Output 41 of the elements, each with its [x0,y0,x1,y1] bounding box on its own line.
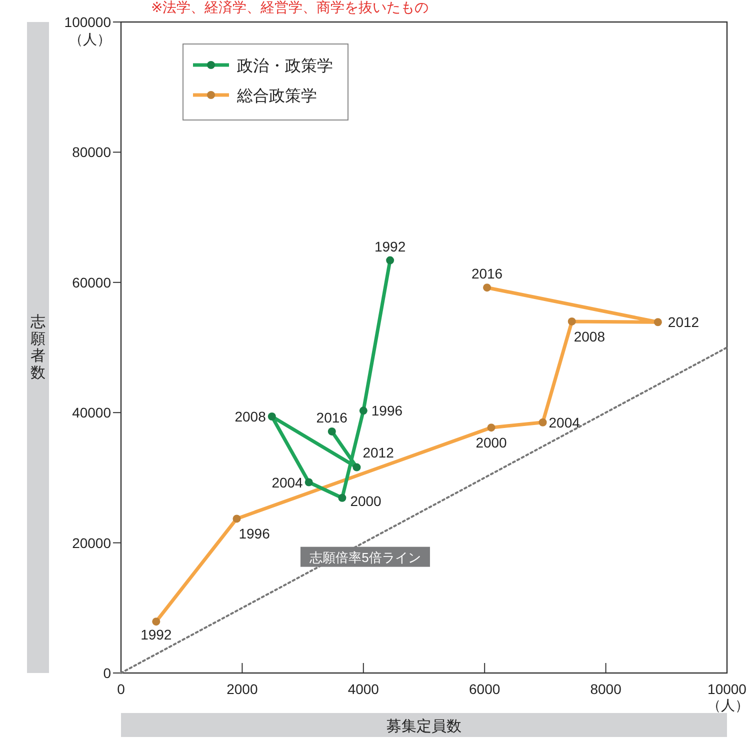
point [352,463,361,472]
annotation: 1992 [374,238,406,254]
x-tick-label: 0 [117,681,126,697]
annotation: 2016 [471,266,503,282]
x-tick-label: 6000 [469,681,500,697]
y-tick-label: 80000 [72,144,112,160]
x-tick-label: 10000 [708,681,747,697]
annotation: 2004 [548,414,580,430]
annotation: 1996 [371,402,403,419]
y-tick-label: 20000 [72,534,112,551]
point [328,427,336,436]
point [338,494,346,502]
x-axis-title: 募集定員数 [386,718,462,735]
annotation: 2008 [234,408,266,425]
point [386,256,394,264]
text: （人） [69,31,111,47]
text: （人） [707,697,749,713]
annotation: 2008 [574,328,606,344]
annotation: 2012 [362,444,394,460]
y-tick-label: 0 [103,665,112,681]
point [304,478,313,486]
x-tick-label: 8000 [590,681,622,697]
y-axis-title: 志願者数 [30,314,46,382]
x-tick-label: 2000 [226,681,258,697]
annotation: 2000 [350,492,382,509]
y-tick-label: 60000 [72,274,112,290]
point [268,412,276,421]
y-tick-label: 40000 [72,404,112,421]
legend-label: 総合政策学 [236,87,317,105]
annotation: 1996 [238,526,270,542]
point [359,406,368,415]
x-tick-label: 4000 [348,681,380,697]
annotation: 2012 [668,314,700,330]
annotation: 2004 [272,474,304,490]
y-tick-label: 100000 [64,14,112,30]
annotation: 2000 [476,434,508,451]
annotation: 2016 [316,409,348,426]
legend-label: 政治・政策学 [237,57,333,75]
annotation: 1992 [140,626,172,643]
annotation: 志願倍率5倍ライン [310,550,421,565]
text: ※法学、経済学、経営学、商学を抜いたもの [151,0,429,15]
